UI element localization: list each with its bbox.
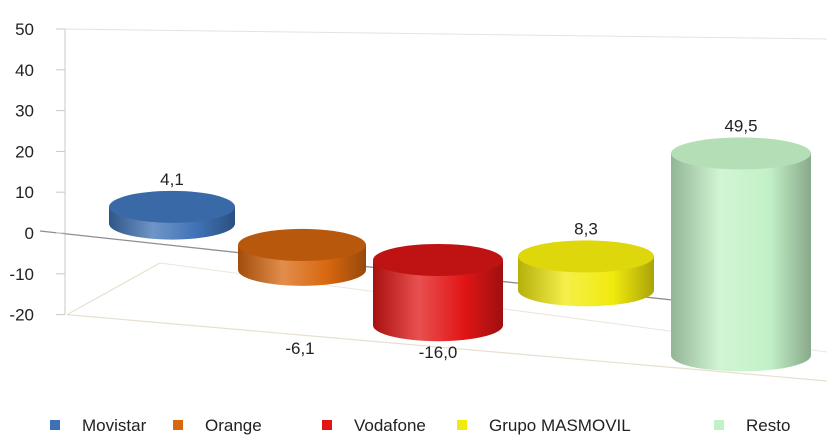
floor-left-edge — [66, 262, 161, 316]
legend-item: Orange — [173, 416, 262, 435]
legend-swatch — [322, 420, 332, 430]
data-label: -6,1 — [285, 339, 314, 358]
legend-swatch — [457, 420, 467, 430]
y-tick-label: 0 — [25, 224, 34, 243]
y-tick-label: 40 — [15, 61, 34, 80]
y-tick-label: -10 — [9, 265, 34, 284]
legend-item: Movistar — [50, 416, 147, 435]
legend-swatch — [50, 420, 60, 430]
legend-item: Vodafone — [322, 416, 426, 435]
y-tick-label: -20 — [9, 306, 34, 325]
floor-front-edge — [66, 314, 827, 382]
bar-cap — [109, 190, 235, 223]
bar-movistar — [109, 190, 235, 240]
legend-item: Grupo MASMOVIL — [457, 416, 631, 435]
legend-label: Vodafone — [354, 416, 426, 435]
y-tick-label: 20 — [15, 142, 34, 161]
legend-swatch — [173, 420, 183, 430]
bar-body — [671, 153, 811, 372]
bar-resto — [671, 137, 811, 372]
bar-cap — [518, 240, 654, 273]
bar-orange — [238, 228, 366, 286]
legend-item: Resto — [714, 416, 790, 435]
legend-label: Resto — [746, 416, 790, 435]
data-labels: 4,1 -6,1 -16,0 8,3 49,5 — [160, 116, 757, 362]
chart-bars — [109, 137, 811, 372]
legend-label: Orange — [205, 416, 262, 435]
data-label: 8,3 — [574, 219, 598, 238]
bar-body — [373, 259, 503, 342]
legend-swatch — [714, 420, 724, 430]
data-label: 4,1 — [160, 170, 184, 189]
legend-label: Grupo MASMOVIL — [489, 416, 631, 435]
bar-cap — [671, 137, 811, 170]
bar-grupo-masmovil — [518, 240, 654, 307]
data-label: 49,5 — [724, 116, 757, 135]
bar-vodafone — [373, 243, 503, 342]
y-tick-label: 50 — [15, 20, 34, 39]
bar-cap — [373, 243, 503, 276]
y-axis-ticks: 50 40 30 20 10 0 -10 -20 — [9, 20, 65, 325]
data-label: -16,0 — [419, 343, 458, 362]
legend-label: Movistar — [82, 416, 147, 435]
legend: Movistar Orange Vodafone Grupo MASMOVIL Rest… — [50, 416, 790, 435]
y-tick-label: 30 — [15, 102, 34, 121]
y-tick-label: 10 — [15, 183, 34, 202]
top-wall-line — [64, 28, 827, 40]
bar-cap — [238, 228, 366, 261]
